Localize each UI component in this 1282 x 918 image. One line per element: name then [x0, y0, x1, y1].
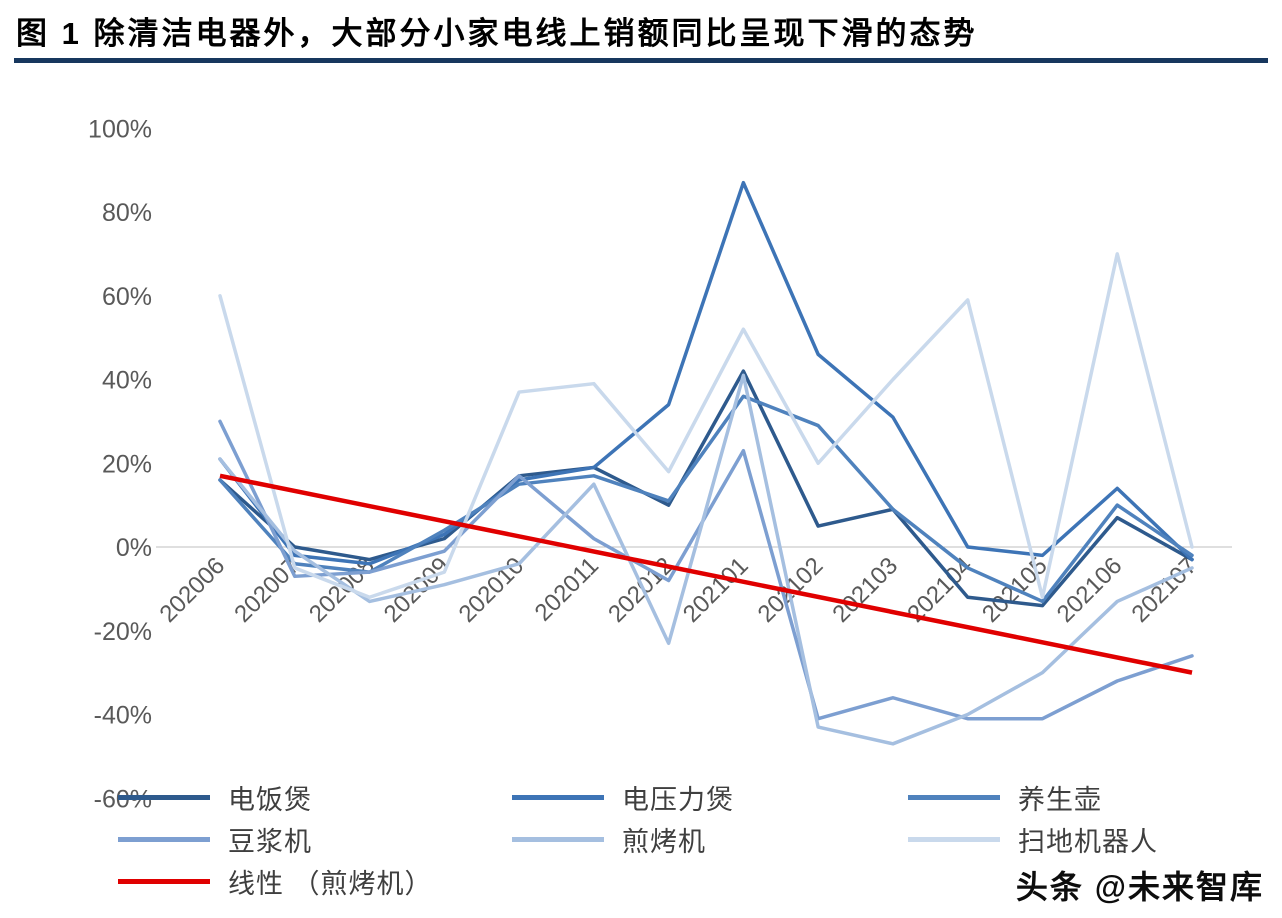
legend-swatch-soymilk-maker — [118, 836, 210, 842]
y-axis-tick: 100% — [88, 115, 152, 143]
x-axis-label: 202107 — [1127, 552, 1203, 628]
x-axis-label: 202011 — [530, 552, 604, 626]
x-axis-label: 202006 — [155, 552, 231, 628]
legend-swatch-grill-machine — [512, 836, 604, 842]
watermark: 头条 @未来智库 — [1015, 869, 1264, 905]
chart-legend: 电饭煲 电压力煲 养生壶豆浆机 煎烤机 扫地机器人线性 （煎烤机） — [118, 776, 1158, 902]
series-line-health-pot — [218, 394, 1194, 604]
figure-header: 图 1 除清洁电器外，大部分小家电线上销额同比呈现下滑的态势 — [16, 8, 1266, 53]
series-line-rice-cooker — [218, 369, 1194, 608]
x-axis-label: 202103 — [827, 552, 903, 628]
legend-item-grill-machine: 煎烤机 — [512, 820, 908, 859]
legend-label-soymilk-maker: 豆浆机 — [228, 826, 312, 857]
legend-label-grill-machine: 煎烤机 — [622, 826, 706, 857]
legend-item-linear-grill-machine: 线性 （煎烤机） — [118, 862, 512, 901]
trend-line-linear-grill-machine — [219, 473, 1193, 675]
legend-label-health-pot: 养生壶 — [1018, 784, 1102, 815]
y-axis-tick: 60% — [102, 283, 152, 311]
series-line-grill-machine — [218, 373, 1194, 746]
y-axis-tick: 40% — [102, 367, 152, 395]
legend-swatch-health-pot — [908, 794, 1000, 800]
legend-item-health-pot: 养生壶 — [908, 778, 1158, 817]
legend-label-linear-grill-machine: 线性 （煎烤机） — [228, 868, 433, 899]
legend-item-soymilk-maker: 豆浆机 — [118, 820, 512, 859]
legend-swatch-pressure-cooker — [512, 794, 604, 800]
legend-swatch-linear-grill-machine — [118, 878, 210, 884]
y-axis-tick: -20% — [94, 618, 152, 646]
legend-swatch-rice-cooker — [118, 794, 210, 800]
series-line-robot-vacuum — [218, 252, 1194, 599]
legend-item-pressure-cooker: 电压力煲 — [512, 778, 908, 817]
y-axis-tick: 0% — [116, 534, 152, 562]
legend-label-robot-vacuum: 扫地机器人 — [1018, 826, 1158, 857]
legend-swatch-robot-vacuum — [908, 836, 1000, 842]
figure-title: 图 1 除清洁电器外，大部分小家电线上销额同比呈现下滑的态势 — [16, 16, 978, 51]
y-axis-tick: -40% — [94, 702, 152, 730]
title-divider — [14, 58, 1268, 63]
legend-label-rice-cooker: 电饭煲 — [228, 784, 312, 815]
legend-item-robot-vacuum: 扫地机器人 — [908, 820, 1158, 859]
y-axis-tick: 20% — [102, 450, 152, 478]
legend-item-rice-cooker: 电饭煲 — [118, 778, 512, 817]
legend-label-pressure-cooker: 电压力煲 — [622, 784, 734, 815]
y-axis-tick: 80% — [102, 199, 152, 227]
x-axis-label: 202106 — [1052, 552, 1128, 628]
